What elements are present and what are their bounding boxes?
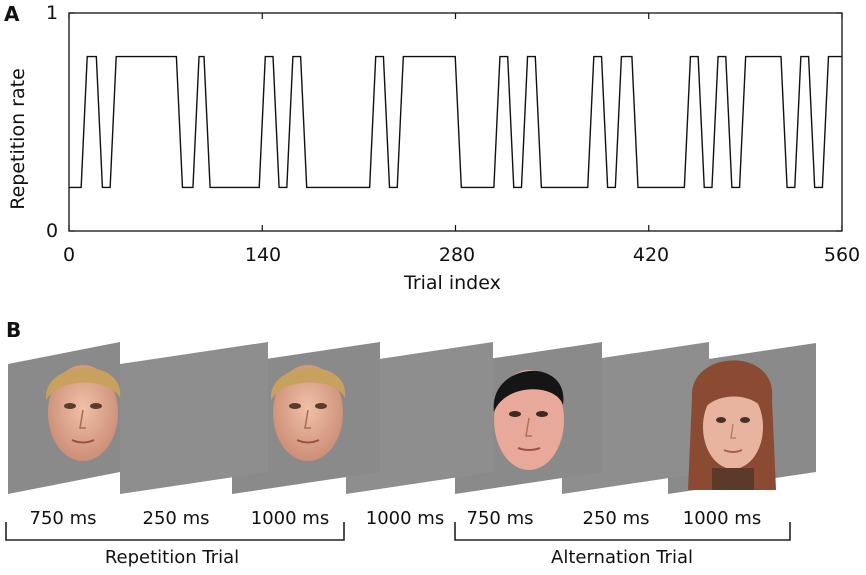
xtick-label-0: 0 xyxy=(62,244,76,266)
y-axis-title: Repetition rate xyxy=(7,68,29,210)
chart-a xyxy=(68,12,843,232)
xtick-label-420: 420 xyxy=(632,244,670,266)
x-axis-title: Trial index xyxy=(404,272,501,294)
chart-axes xyxy=(68,12,843,232)
ytick-label-1: 1 xyxy=(46,2,59,24)
series-line-repetition-rate xyxy=(69,55,842,189)
frame-4 xyxy=(346,342,493,494)
duration-5: 750 ms xyxy=(466,508,534,529)
xtick-label-560: 560 xyxy=(823,244,861,266)
chart-series xyxy=(69,55,842,189)
duration-6: 250 ms xyxy=(582,508,650,529)
xtick-label-280: 280 xyxy=(438,244,476,266)
duration-1: 750 ms xyxy=(29,508,97,529)
duration-7: 1000 ms xyxy=(682,508,762,529)
trial-brackets xyxy=(5,522,791,541)
face-blond-male-2 xyxy=(270,365,346,461)
face-long-hair-female xyxy=(688,360,776,490)
alternation-bracket xyxy=(454,522,791,541)
duration-4: 1000 ms xyxy=(365,508,445,529)
face-blond-male-1 xyxy=(45,365,121,461)
repetition-bracket xyxy=(5,522,345,541)
face-dark-hair-male xyxy=(493,370,564,470)
panel-a-label: A xyxy=(4,2,20,26)
plot-frame xyxy=(68,12,843,232)
duration-3: 1000 ms xyxy=(250,508,330,529)
frame-2 xyxy=(120,342,268,494)
alternation-trial-label: Alternation Trial xyxy=(551,547,693,568)
xtick-label-140: 140 xyxy=(244,244,282,266)
repetition-trial-label: Repetition Trial xyxy=(104,547,240,568)
duration-2: 250 ms xyxy=(142,508,210,529)
ytick-label-0: 0 xyxy=(46,220,59,242)
stimulus-sequence xyxy=(8,342,816,494)
panel-b-label: B xyxy=(6,318,22,342)
